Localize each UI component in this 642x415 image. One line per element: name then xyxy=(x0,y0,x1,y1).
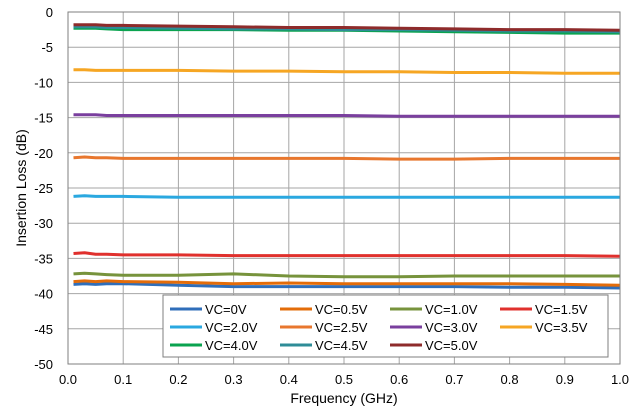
series-line-6 xyxy=(73,113,620,118)
chart-legend: VC=0V VC=0.5V VC=1.0V VC=1.5V VC=2.0V VC=2.5V… xyxy=(162,294,609,358)
series-line-4 xyxy=(73,194,620,199)
x-tick-label: 0.7 xyxy=(445,372,463,387)
legend-label: VC=0V xyxy=(205,302,247,317)
legend-label: VC=2.5V xyxy=(315,320,368,335)
series-line-5 xyxy=(73,155,620,161)
y-tick-label: 0 xyxy=(46,5,53,20)
legend-label: VC=4.0V xyxy=(205,338,258,353)
x-tick-label: 1.0 xyxy=(611,372,629,387)
x-tick-labels: 0.0 0.1 0.2 0.3 0.4 0.5 0.6 0.7 0.8 0.9 1.0 xyxy=(59,372,629,387)
legend-label: VC=0.5V xyxy=(315,302,368,317)
x-tick-label: 0.2 xyxy=(169,372,187,387)
legend-label: VC=1.0V xyxy=(425,302,478,317)
series-line-2 xyxy=(73,271,620,279)
x-axis-title: Frequency (GHz) xyxy=(290,390,397,406)
series-line-7 xyxy=(73,68,620,75)
y-tick-label: -25 xyxy=(34,181,53,196)
y-tick-label: -10 xyxy=(34,75,53,90)
plot-frame xyxy=(67,11,621,365)
x-tick-label: 0.8 xyxy=(501,372,519,387)
y-tick-label: -5 xyxy=(41,40,53,55)
legend-box xyxy=(162,294,609,358)
y-axis-title: Insertion Loss (dB) xyxy=(13,129,29,247)
x-tick-label: 0.1 xyxy=(114,372,132,387)
series-line-1 xyxy=(73,279,621,287)
legend-label: VC=4.5V xyxy=(315,338,368,353)
y-tick-label: -30 xyxy=(34,216,53,231)
legend-label: VC=5.0V xyxy=(425,338,478,353)
y-tick-label: -15 xyxy=(34,111,53,126)
x-tick-label: 0.5 xyxy=(335,372,353,387)
y-tick-label: -20 xyxy=(34,146,53,161)
legend-label: VC=1.5V xyxy=(535,302,588,317)
legend-label: VC=3.0V xyxy=(425,320,478,335)
legend-label: VC=2.0V xyxy=(205,320,258,335)
y-tick-labels: 0 -5 -10 -15 -20 -25 -30 -35 -40 -45 -50 xyxy=(34,5,53,372)
series-lines xyxy=(73,23,621,290)
y-tick-label: -35 xyxy=(34,251,53,266)
series-line-0 xyxy=(73,282,621,290)
series-line-3 xyxy=(73,251,621,258)
y-tick-label: -40 xyxy=(34,287,53,302)
series-line-10 xyxy=(73,23,621,32)
y-tick-label: -45 xyxy=(34,322,53,337)
y-tick-label: -50 xyxy=(34,357,53,372)
legend-label: VC=3.5V xyxy=(535,320,588,335)
x-tick-label: 0.9 xyxy=(556,372,574,387)
x-tick-label: 0.0 xyxy=(59,372,77,387)
x-tick-label: 0.3 xyxy=(225,372,243,387)
x-tick-label: 0.4 xyxy=(280,372,298,387)
x-tick-label: 0.6 xyxy=(390,372,408,387)
